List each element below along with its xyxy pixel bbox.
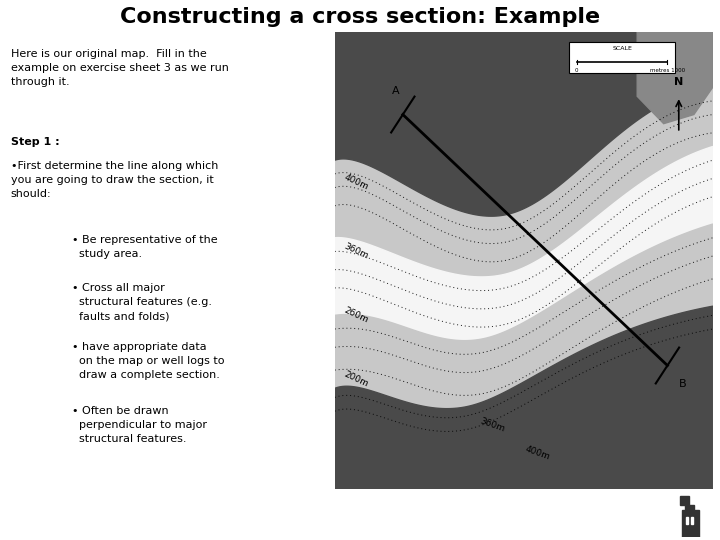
Polygon shape <box>335 32 713 216</box>
Text: Step 1 :: Step 1 : <box>11 137 60 147</box>
Polygon shape <box>335 306 713 489</box>
Text: N: N <box>674 77 683 87</box>
Polygon shape <box>335 87 713 277</box>
Polygon shape <box>685 517 688 524</box>
Text: metres 1000: metres 1000 <box>650 68 685 73</box>
Text: • have appropriate data
  on the map or well logs to
  draw a complete section.: • have appropriate data on the map or we… <box>72 342 225 380</box>
Polygon shape <box>335 146 713 341</box>
Text: 400m: 400m <box>343 173 369 192</box>
Text: SCALE: SCALE <box>612 46 632 51</box>
Text: School of Earth and Environment: School of Earth and Environment <box>14 508 273 521</box>
Text: • Often be drawn
  perpendicular to major
  structural features.: • Often be drawn perpendicular to major … <box>72 406 207 444</box>
Text: UNIVERSITY OF LEEDS: UNIVERSITY OF LEEDS <box>547 508 703 521</box>
Text: 400m: 400m <box>523 444 552 461</box>
Text: Here is our original map.  Fill in the
example on exercise sheet 3 as we run
thr: Here is our original map. Fill in the ex… <box>11 49 229 87</box>
Text: Constructing a cross section: Example: Constructing a cross section: Example <box>120 8 600 28</box>
Polygon shape <box>690 517 693 524</box>
Text: • Be representative of the
  study area.: • Be representative of the study area. <box>72 234 217 259</box>
Polygon shape <box>637 32 713 69</box>
Text: • Cross all major
  structural features (e.g.
  faults and folds): • Cross all major structural features (e… <box>72 284 212 321</box>
Text: 360m: 360m <box>478 416 506 434</box>
Polygon shape <box>637 32 713 124</box>
Text: •First determine the line along which
you are going to draw the section, it
shou: •First determine the line along which yo… <box>11 161 218 199</box>
Polygon shape <box>335 224 713 409</box>
Text: 0: 0 <box>575 68 578 73</box>
Text: A: A <box>392 86 399 96</box>
Text: 360m: 360m <box>343 241 370 261</box>
Text: B: B <box>679 379 686 389</box>
Text: 200m: 200m <box>343 369 369 388</box>
Text: 260m: 260m <box>343 305 369 325</box>
Polygon shape <box>680 496 698 537</box>
Bar <box>569 42 675 73</box>
